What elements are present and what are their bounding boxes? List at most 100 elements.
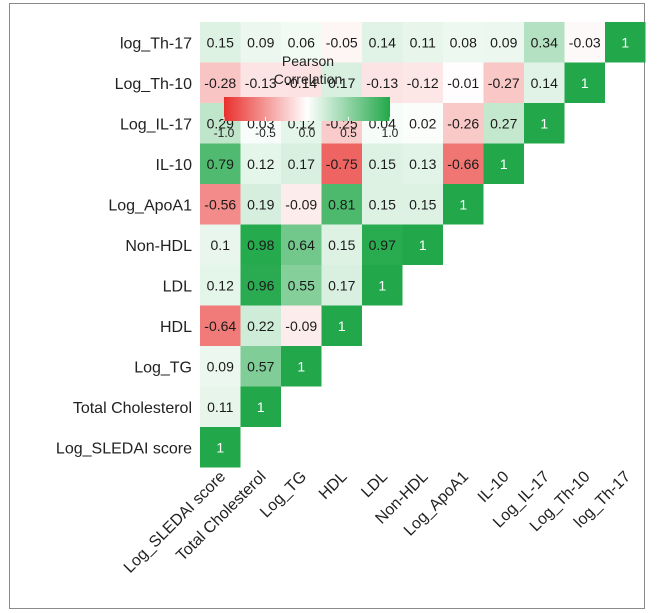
cell-value-label: -0.64 [204,318,236,334]
heatmap-cell [200,22,241,63]
heatmap-cell [402,143,443,184]
cell-value-label: 0.27 [490,115,517,131]
heatmap-cell [240,224,281,265]
cell-value-label: -0.09 [285,318,317,334]
cell-value-label: -0.56 [204,196,236,212]
cell-value-label: -0.03 [569,34,601,50]
cell-value-label: 0.98 [247,237,274,253]
cell-value-label: 0.09 [207,358,234,374]
cell-value-label: 0.17 [288,156,315,172]
cell-value-label: 1 [257,399,265,415]
cell-value-label: -0.13 [245,75,277,91]
cell-value-label: 0.15 [369,196,396,212]
cell-value-label: 0.13 [409,156,436,172]
heatmap-cell [443,22,484,63]
cell-value-label: 0.02 [409,115,436,131]
heatmap-cell [321,22,362,63]
heatmap-cell [362,22,403,63]
heatmap-cell [321,224,362,265]
cell-value-label: 0.81 [328,196,355,212]
cell-value-label: 0.17 [328,75,355,91]
legend-tick-label: 1.0 [382,126,399,140]
heatmap-cell [564,62,605,103]
cell-value-label: 0.14 [369,34,396,50]
cell-value-label: 0.12 [207,277,234,293]
heatmap-cell [362,184,403,225]
cell-value-label: 0.57 [247,358,274,374]
heatmap-cell [200,305,241,346]
heatmap-cell [362,143,403,184]
heatmap-cell [240,62,281,103]
cell-value-label: 0.34 [531,34,558,50]
heatmap-cell [200,62,241,103]
row-labels: log_Th-17 Log_Th-10 Log_IL-17 IL-10 Log_ApoA… [56,35,192,457]
cell-value-label: 1 [540,115,548,131]
cell-value-label: 0.14 [531,75,558,91]
heatmap-cell [362,265,403,306]
heatmap-cell [200,143,241,184]
row-label: Log_IL-17 [120,116,192,133]
row-label: IL-10 [156,157,193,174]
chart-frame: 0.15 0.09 0.06 -0.05 0.14 0.11 0.08 0.09 0.34 -0.… [9,3,646,609]
row-label: Non-HDL [125,238,192,255]
cell-value-label: -0.27 [488,75,520,91]
row-label: log_Th-17 [120,35,192,52]
heatmap-cell [240,22,281,63]
cell-value-label: 0.15 [328,237,355,253]
cell-value-label: -0.13 [366,75,398,91]
cell-value-label: 1 [338,318,346,334]
heatmap-cell [281,305,322,346]
heatmap-cell [281,62,322,103]
cell-value-label: 0.55 [288,277,315,293]
heatmap-cell [281,22,322,63]
heatmap-cell [524,103,565,144]
row-label: LDL [163,278,192,295]
heatmap-cells: 0.15 0.09 0.06 -0.05 0.14 0.11 0.08 0.09 0.34 -0.… [200,22,646,468]
heatmap-cell [240,346,281,387]
heatmap-cell [564,22,605,63]
cell-value-label: 1 [581,75,589,91]
heatmap-cell [524,62,565,103]
row-label: Total Cholesterol [73,400,192,417]
heatmap-cell [362,62,403,103]
cell-value-label: 0.11 [207,399,233,415]
cell-value-label: 1 [621,34,629,50]
heatmap-cell [281,346,322,387]
heatmap-cell [240,386,281,427]
cell-value-label: -0.09 [285,196,317,212]
heatmap-cell [443,143,484,184]
heatmap-cell [402,184,443,225]
heatmap-cell [483,103,524,144]
heatmap-cell [240,143,281,184]
heatmap-cell [240,184,281,225]
column-label: HDL [316,468,351,503]
heatmap-cell [524,22,565,63]
heatmap-cell [200,427,241,468]
column-label: LDL [358,468,391,501]
heatmap-cell [281,184,322,225]
heatmap-cell [200,346,241,387]
legend-tick-label: -1.0 [214,126,235,140]
cell-value-label: 0.96 [247,277,274,293]
cell-value-label: 0.97 [369,237,396,253]
heatmap-cell [321,265,362,306]
heatmap-cell [281,143,322,184]
heatmap-cell [240,265,281,306]
cell-value-label: 1 [216,439,224,455]
legend-title-line2: Correlation [274,71,342,87]
row-label: Log_TG [134,359,192,376]
heatmap-cell [200,386,241,427]
row-label: Log_SLEDAI score [56,440,192,457]
cell-value-label: 0.15 [409,196,436,212]
cell-value-label: 1 [297,358,305,374]
color-legend: Pearson Correlation -1.0 -0.5 0.0 0.5 1.0 [214,53,399,140]
heatmap-cell [281,265,322,306]
heatmap-cell [402,22,443,63]
cell-value-label: 0.15 [207,34,234,50]
column-label: IL-10 [475,468,513,506]
cell-value-label: 1 [378,277,386,293]
correlation-heatmap: 0.15 0.09 0.06 -0.05 0.14 0.11 0.08 0.09 0.34 -0.… [56,22,646,577]
legend-tick-label: -0.5 [255,126,276,140]
cell-value-label: 0.64 [288,237,315,253]
